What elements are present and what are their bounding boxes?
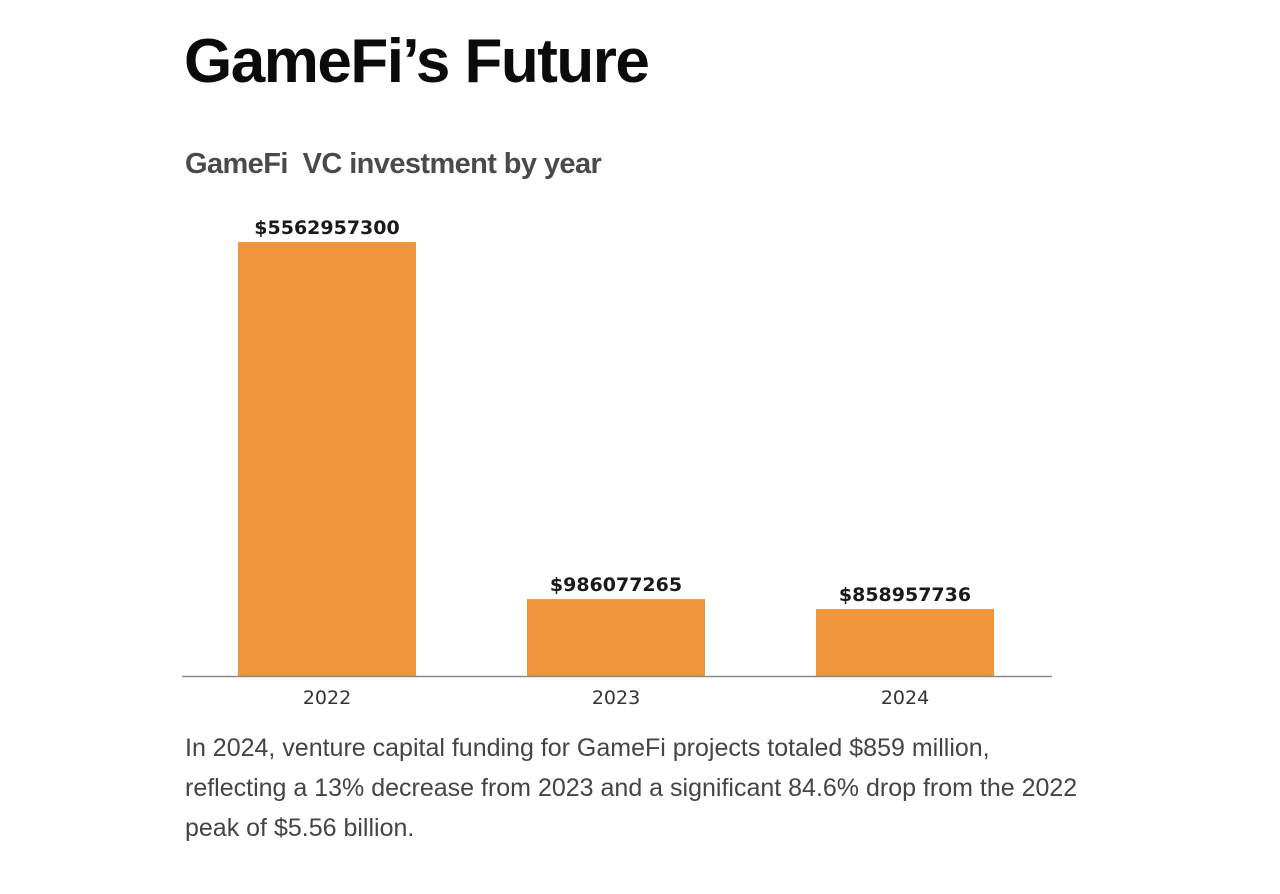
bar-2023 [527, 599, 705, 676]
data-label-2024: $858957736 [839, 584, 971, 606]
chart-title: GameFi VC investment by year [185, 148, 602, 180]
data-label-2023: $986077265 [550, 574, 682, 596]
x-tick-label-2022: 2022 [303, 687, 351, 709]
x-tick-label-2024: 2024 [881, 687, 929, 709]
page-title: GameFi’s Future [184, 27, 650, 96]
x-tick-label-2023: 2023 [592, 687, 640, 709]
bar-2024 [816, 608, 994, 676]
chart-caption: In 2024, venture capital funding for Gam… [185, 734, 1078, 842]
bar-2022 [238, 242, 416, 676]
data-label-2022: $5562957300 [254, 217, 399, 239]
